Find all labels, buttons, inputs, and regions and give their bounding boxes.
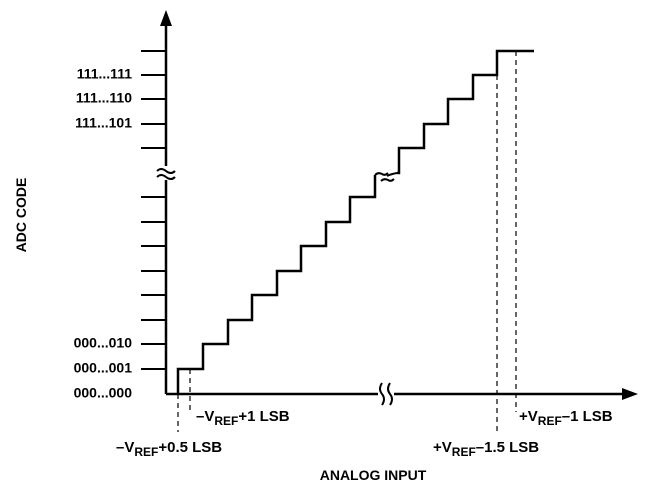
y-code-label-bottom-2: 000...001 [74,360,133,376]
x-axis-break-icon [378,382,394,406]
y-code-label-top-3: 111...101 [75,115,132,131]
y-axis-title: ADC CODE [13,178,29,253]
y-axis-arrow-icon [160,10,172,26]
y-axis-ticks [141,50,166,370]
staircase-upper [397,49,534,175]
label-neg-vref-plus-1-lsb: –VREF+1 LSB [196,408,290,428]
y-axis-break-icon [156,168,176,180]
label-neg-vref-plus-half-lsb: –VREF+0.5 LSB [116,439,222,459]
y-code-label-bottom-1: 000...010 [74,335,133,351]
staircase-lower [176,175,377,394]
y-code-label-bottom-3: 000...000 [74,385,133,401]
x-axis-arrow-icon [622,388,638,400]
y-code-label-top-1: 111...111 [77,66,133,82]
y-code-label-top-2: 111...110 [76,90,132,106]
label-pos-vref-minus-1-5-lsb: +VREF–1.5 LSB [433,439,539,459]
x-axis-title: ANALOG INPUT [320,467,427,483]
label-pos-vref-minus-1-lsb: +VREF–1 LSB [519,408,613,428]
staircase-break-icon [374,172,398,182]
